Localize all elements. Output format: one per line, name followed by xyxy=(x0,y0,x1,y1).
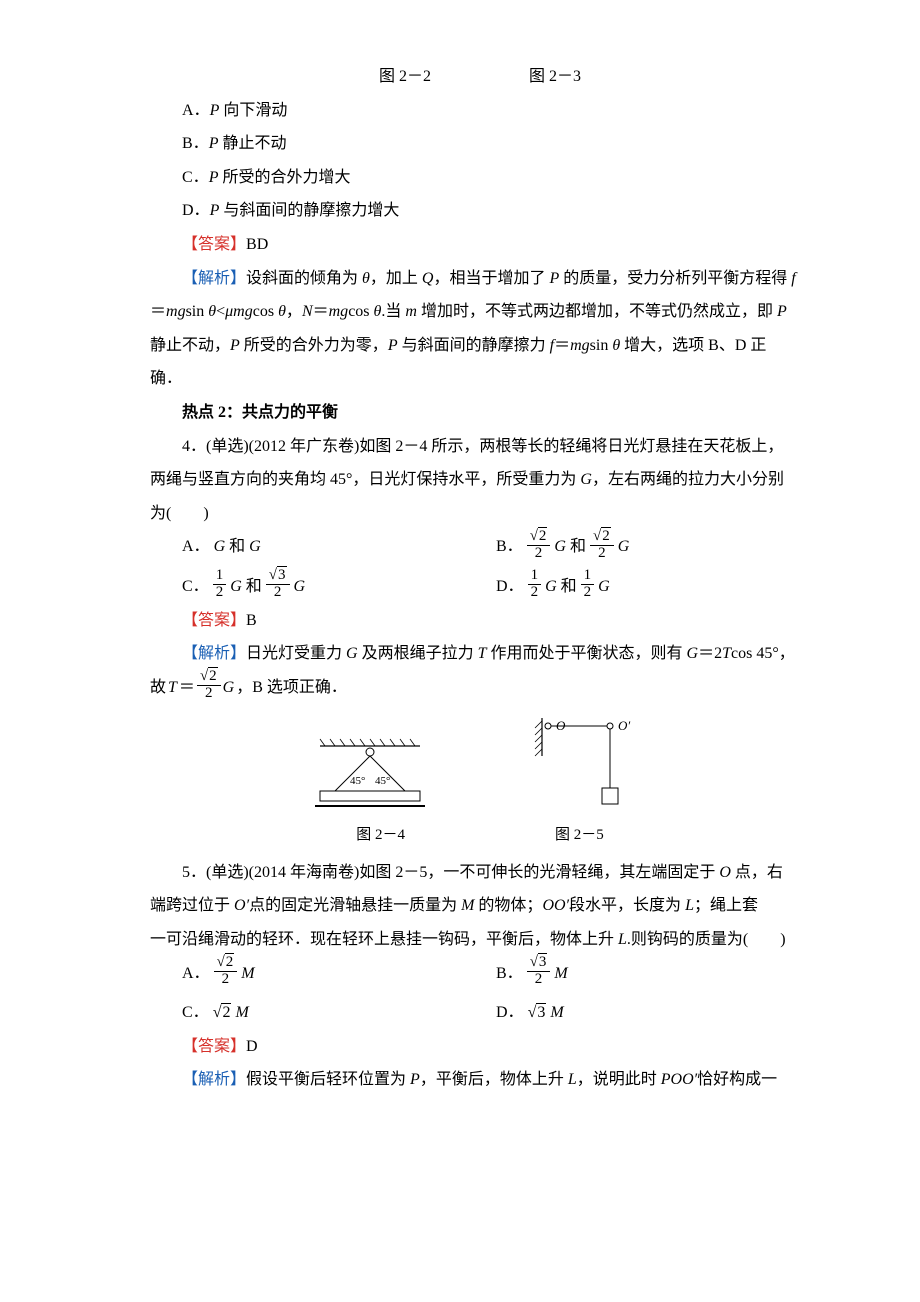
fig-2-3-caption: 图 2－3 xyxy=(529,68,581,85)
q4-option-a: A． G 和 G xyxy=(182,530,496,564)
q4-option-b: B． 22G 和 22G xyxy=(496,530,810,564)
fig-2-2-caption: 图 2－2 xyxy=(379,68,431,85)
figure-2-5: O O′ xyxy=(530,716,660,816)
q5-option-a: A． 22M xyxy=(182,957,496,991)
q4-answer-val: B xyxy=(246,612,257,629)
q4-explain-line2: 故 T ＝ 22G ，B 选项正确． xyxy=(150,671,810,705)
q3-explain-line4: 确． xyxy=(150,362,810,396)
q5-answer: 【答案】D xyxy=(150,1030,810,1064)
explain-label: 【解析】 xyxy=(182,645,246,662)
q4-option-c: C． 12G 和 32G xyxy=(182,570,496,604)
answer-label: 【答案】 xyxy=(182,612,246,629)
figure-2-4: 45° 45° xyxy=(300,736,440,816)
q3-answer-val: BD xyxy=(246,236,268,253)
fig24-angle-right: 45° xyxy=(375,775,390,787)
fig-caption-row-1: 图 2－2 图 2－3 xyxy=(150,60,810,94)
q4-stem-line1: 4．(单选)(2012 年广东卷)如图 2－4 所示，两根等长的轻绳将日光灯悬挂… xyxy=(150,430,810,464)
q5-option-c: C． 2M xyxy=(182,996,496,1030)
q4-stem-line2: 两绳与竖直方向的夹角均 45°，日光灯保持水平，所受重力为 G，左右两绳的拉力大… xyxy=(150,463,810,497)
explain-label: 【解析】 xyxy=(182,1071,246,1088)
q5-stem-line3: 一可沿绳滑动的轻环．现在轻环上悬挂一钩码，平衡后，物体上升 L.则钩码的质量为(… xyxy=(150,923,810,957)
q3-explain-line2: ＝mgsin θ<μmgcos θ，N＝mgcos θ.当 m 增加时，不等式两… xyxy=(150,295,810,329)
explain-label: 【解析】 xyxy=(182,270,246,287)
q4-explain-line1: 【解析】日光灯受重力 G 及两根绳子拉力 T 作用而处于平衡状态，则有 G＝2T… xyxy=(150,637,810,671)
fig24-angle-left: 45° xyxy=(350,775,365,787)
q3-option-c: C．P 所受的合外力增大 xyxy=(150,161,810,195)
fig25-Oprime: O′ xyxy=(618,718,630,733)
q4-stem-line3: 为( ) xyxy=(150,497,810,531)
q5-option-d: D． 3M xyxy=(496,996,810,1030)
q4-option-d: D． 12G 和 12G xyxy=(496,570,810,604)
q4-choices: A． G 和 G C． 12G 和 32G B． 22G 和 22G D． 12… xyxy=(150,530,810,603)
q5-option-b: B． 32M xyxy=(496,957,810,991)
fig-2-4-caption: 图 2－4 xyxy=(356,820,405,852)
q3-explain-line3: 静止不动，P 所受的合外力为零，P 与斜面间的静摩擦力 f＝mgsin θ 增大… xyxy=(150,329,810,363)
q3-option-a: A．P 向下滑动 xyxy=(150,94,810,128)
q3-explain-line1: 【解析】设斜面的倾角为 θ，加上 Q，相当于增加了 P 的质量，受力分析列平衡方… xyxy=(150,262,810,296)
q4-answer: 【答案】B xyxy=(150,604,810,638)
answer-label: 【答案】 xyxy=(182,236,246,253)
q3-answer: 【答案】BD xyxy=(150,228,810,262)
q5-explain-line1: 【解析】假设平衡后轻环位置为 P，平衡后，物体上升 L，说明此时 POO′恰好构… xyxy=(150,1063,810,1097)
q3-option-b: B．P 静止不动 xyxy=(150,127,810,161)
answer-label: 【答案】 xyxy=(182,1038,246,1055)
fig25-O: O xyxy=(556,718,566,733)
fig-2-5-caption: 图 2－5 xyxy=(555,820,604,852)
q5-choices: A． 22M C． 2M B． 32M D． 3M xyxy=(150,957,810,1030)
q5-stem-line2: 端跨过位于 O′点的固定光滑轴悬挂一质量为 M 的物体；OO′段水平，长度为 L… xyxy=(150,889,810,923)
figure-row-2: 45° 45° O O′ 图 2－4 图 2－5 xyxy=(150,716,810,852)
q5-answer-val: D xyxy=(246,1038,258,1055)
q3-option-d: D．P 与斜面间的静摩擦力增大 xyxy=(150,194,810,228)
hotspot-2-title: 热点 2：共点力的平衡 xyxy=(150,396,810,430)
q5-stem-line1: 5．(单选)(2014 年海南卷)如图 2－5，一不可伸长的光滑轻绳，其左端固定… xyxy=(150,856,810,890)
